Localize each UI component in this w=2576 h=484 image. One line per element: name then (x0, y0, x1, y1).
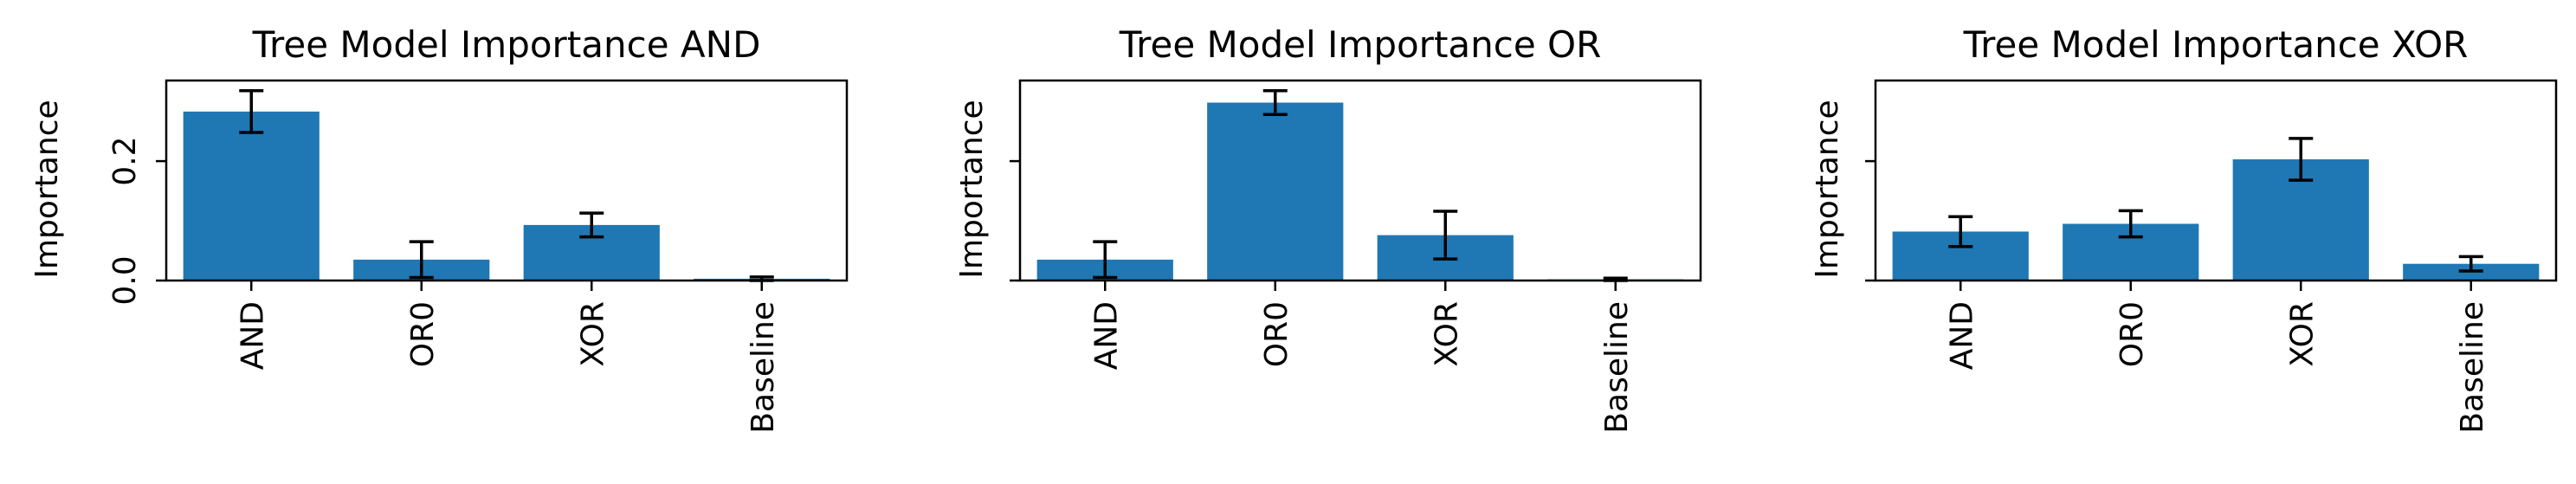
chart-title: Tree Model Importance OR (1119, 23, 1602, 66)
x-tick-label: AND (1088, 301, 1124, 370)
x-tick-label: Baseline (2455, 301, 2490, 434)
y-tick-label: 0.0 (107, 255, 143, 305)
x-tick-label: AND (1944, 301, 1979, 370)
y-tick-label: 0.2 (107, 136, 143, 185)
y-axis-label: Importance (1810, 100, 1845, 278)
chart-title: Tree Model Importance XOR (1963, 23, 2469, 66)
x-tick-label: XOR (2284, 301, 2320, 367)
chart-title: Tree Model Importance AND (252, 23, 761, 66)
x-tick-label: Baseline (1599, 301, 1635, 434)
x-tick-label: OR0 (2114, 301, 2150, 367)
x-tick-label: OR0 (405, 301, 441, 367)
axes-frame (165, 79, 849, 282)
x-tick-label: AND (235, 301, 270, 370)
axes-frame (1874, 79, 2558, 282)
axes-frame (1018, 79, 1702, 282)
y-axis-label: Importance (954, 100, 990, 278)
x-tick-label: XOR (575, 301, 610, 367)
bar (183, 111, 320, 281)
x-tick-label: Baseline (746, 301, 781, 434)
x-tick-label: XOR (1429, 301, 1464, 367)
bar (1207, 102, 1344, 281)
y-axis-label: Importance (29, 100, 65, 278)
x-tick-label: OR0 (1259, 301, 1294, 367)
